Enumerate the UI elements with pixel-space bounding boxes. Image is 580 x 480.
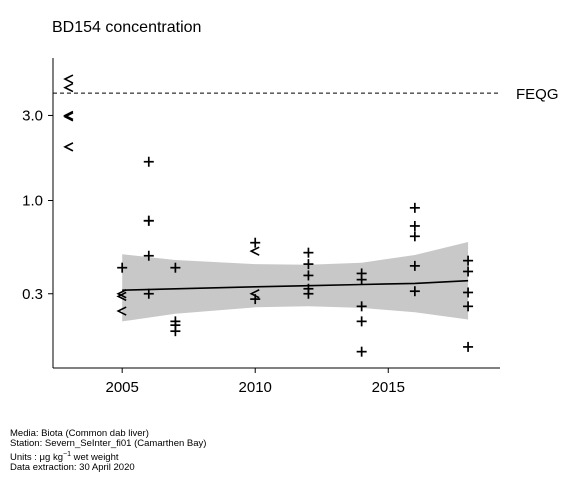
data-point bbox=[117, 262, 128, 273]
x-tick-label: 2015 bbox=[372, 379, 405, 396]
data-point bbox=[463, 255, 474, 266]
y-tick-label: 0.3 bbox=[22, 286, 43, 303]
data-point bbox=[356, 346, 367, 357]
data-point bbox=[303, 259, 314, 270]
footer-media: Media: Biota (Common dab liver) bbox=[10, 428, 149, 439]
data-point bbox=[356, 316, 367, 327]
footer-station: Station: Severn_SeInter_fi01 (Camarthen … bbox=[10, 438, 207, 450]
footer-units-suffix: wet weight bbox=[70, 451, 119, 463]
feqg-label: FEQG bbox=[516, 86, 559, 103]
data-point bbox=[409, 220, 420, 231]
x-tick-label: 2005 bbox=[105, 379, 138, 396]
data-point bbox=[409, 286, 420, 297]
y-tick-label: 1.0 bbox=[22, 193, 43, 210]
data-point bbox=[143, 215, 154, 226]
data-point bbox=[356, 274, 367, 285]
data-point bbox=[143, 250, 154, 261]
data-point-less-than bbox=[63, 142, 74, 152]
data-points-layer bbox=[63, 74, 474, 357]
footer-extraction: Data extraction: 30 April 2020 bbox=[10, 462, 135, 474]
data-point bbox=[143, 288, 154, 299]
chart-title: BD154 concentration bbox=[52, 19, 202, 36]
data-point-less-than bbox=[63, 112, 74, 122]
chart-footer: Media: Biota (Common dab liver) Station:… bbox=[10, 428, 207, 474]
data-point bbox=[170, 326, 181, 337]
footer-units-exponent: −1 bbox=[63, 450, 71, 458]
data-point-less-than bbox=[249, 289, 260, 299]
footer-units-prefix: Units : μg kg bbox=[10, 451, 63, 463]
data-point bbox=[303, 247, 314, 258]
data-point bbox=[143, 156, 154, 167]
data-point-less-than bbox=[63, 74, 74, 84]
data-point bbox=[463, 287, 474, 298]
data-point bbox=[463, 266, 474, 277]
data-point-less-than bbox=[249, 246, 260, 256]
data-point bbox=[303, 270, 314, 281]
data-point-less-than bbox=[116, 291, 127, 302]
data-point bbox=[250, 294, 261, 305]
data-point bbox=[356, 301, 367, 312]
axes-layer: 0.3 1.0 3.0 2005 2010 2015 bbox=[22, 58, 500, 396]
footer-units: Units : μg kg−1 wet weight bbox=[10, 450, 206, 463]
confidence-band-layer bbox=[122, 242, 469, 322]
data-point bbox=[409, 202, 420, 213]
y-tick-label: 3.0 bbox=[22, 107, 43, 124]
confidence-band bbox=[122, 242, 469, 322]
data-point bbox=[250, 237, 261, 248]
x-tick-label: 2010 bbox=[239, 379, 272, 396]
data-point bbox=[170, 262, 181, 273]
data-point-less-than bbox=[116, 306, 127, 316]
data-point-less-than bbox=[116, 289, 127, 299]
data-point-less-than bbox=[63, 110, 74, 121]
data-point bbox=[463, 341, 474, 352]
data-point bbox=[409, 231, 420, 242]
data-point bbox=[463, 301, 474, 312]
data-point bbox=[303, 288, 314, 299]
reference-line-layer: FEQG bbox=[53, 86, 559, 103]
plot-area: FEQG 0.3 1.0 3.0 2005 2010 2015 bbox=[22, 58, 559, 396]
data-point bbox=[409, 260, 420, 271]
data-point-less-than bbox=[63, 82, 74, 93]
